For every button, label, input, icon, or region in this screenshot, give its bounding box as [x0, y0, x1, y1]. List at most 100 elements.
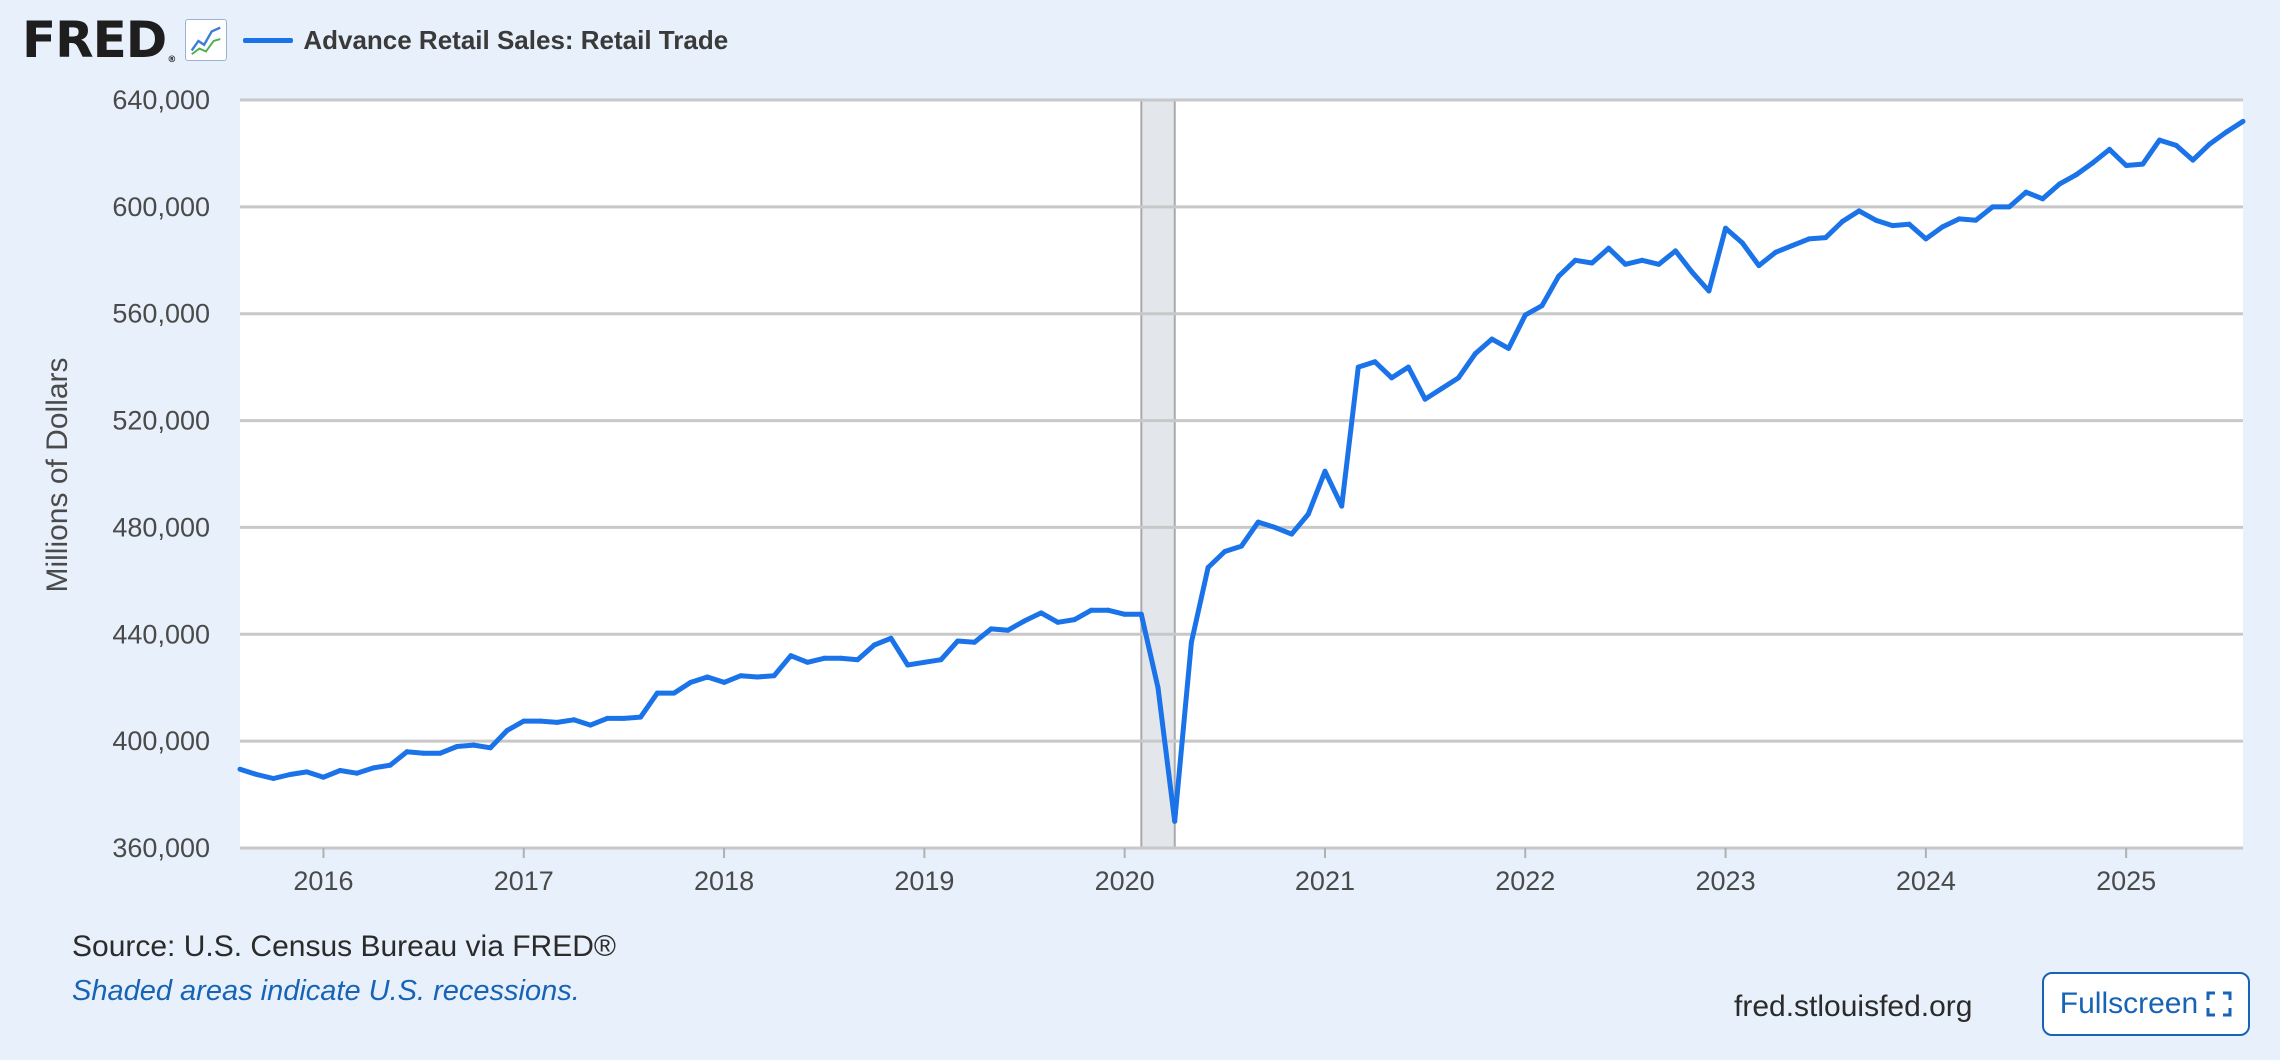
data-point — [1940, 224, 1945, 230]
series-title: Advance Retail Sales: Retail Trade — [303, 24, 729, 55]
x-tick-label: 2025 — [2096, 866, 2156, 896]
data-point — [1072, 617, 1078, 623]
data-point — [2240, 118, 2246, 124]
data-point — [754, 674, 760, 680]
data-point — [1606, 245, 1612, 251]
data-point — [1556, 273, 1562, 279]
data-point — [538, 718, 543, 724]
data-point — [1122, 611, 1128, 617]
data-point — [404, 749, 410, 755]
data-point — [1372, 359, 1378, 365]
data-point — [2173, 142, 2179, 148]
data-point — [704, 674, 710, 680]
data-point — [1355, 364, 1361, 370]
expand-icon — [2206, 991, 2232, 1017]
x-tick-label: 2017 — [494, 866, 554, 896]
data-point — [2073, 172, 2079, 178]
data-point — [1172, 818, 1178, 824]
data-point — [254, 772, 260, 777]
y-axis-label: Millions of Dollars — [41, 357, 74, 592]
fullscreen-button[interactable]: Fullscreen — [2042, 972, 2250, 1036]
data-point — [1155, 685, 1161, 691]
data-point — [1539, 303, 1545, 309]
data-point — [2157, 137, 2162, 143]
data-point — [1656, 261, 1662, 267]
x-axis-ticks: 2016 2017 2018 2019 2020 2021 2022 2023 2024 2025 — [293, 848, 2156, 896]
data-point — [421, 750, 427, 756]
data-point — [771, 673, 777, 679]
data-point — [1572, 257, 1578, 263]
data-point — [1839, 219, 1845, 224]
data-point — [1673, 248, 1678, 254]
y-tick-label: 360,000 — [112, 833, 210, 863]
data-point — [571, 717, 577, 723]
data-point — [1472, 351, 1478, 357]
data-point — [788, 653, 794, 659]
data-point — [2056, 181, 2062, 187]
recession-note: Shaded areas indicate U.S. recessions. — [72, 975, 580, 1007]
data-point — [1906, 221, 1912, 227]
data-point — [821, 655, 827, 661]
fred-logo[interactable]: FRED® — [22, 15, 176, 65]
data-point — [321, 774, 326, 780]
data-point — [304, 769, 310, 775]
data-point — [1689, 269, 1695, 275]
data-point — [471, 742, 477, 748]
y-axis-ticks: 360,000 400,000 440,000 480,000 520,000 560,0… — [112, 85, 210, 863]
data-point — [1289, 531, 1295, 537]
data-point — [1506, 345, 1512, 351]
data-point — [1973, 217, 1979, 223]
data-point — [1272, 524, 1278, 530]
data-point — [955, 638, 961, 644]
data-point — [988, 626, 994, 632]
data-point — [1022, 618, 1027, 624]
data-point — [437, 750, 443, 756]
y-tick-label: 560,000 — [112, 299, 210, 329]
data-point — [1489, 336, 1495, 342]
data-point — [1138, 611, 1144, 617]
data-point — [1773, 249, 1779, 255]
data-point — [2090, 160, 2096, 166]
y-tick-label: 440,000 — [112, 619, 210, 649]
recession-layer — [1140, 100, 1176, 848]
data-point — [1890, 223, 1895, 229]
data-point — [371, 765, 376, 771]
data-point — [1005, 627, 1011, 633]
data-point — [621, 715, 627, 721]
data-point — [838, 655, 844, 661]
data-point — [521, 718, 527, 724]
data-point — [1789, 243, 1795, 249]
data-point — [971, 639, 977, 645]
y-tick-label: 600,000 — [112, 192, 210, 222]
x-tick-label: 2020 — [1095, 866, 1155, 896]
data-point — [1522, 312, 1528, 318]
data-point — [1038, 610, 1044, 616]
grid-layer — [240, 98, 2243, 850]
data-point — [504, 728, 510, 733]
data-point — [1589, 260, 1595, 266]
data-point — [588, 722, 593, 728]
data-point — [2123, 163, 2129, 168]
data-point — [1405, 364, 1411, 370]
data-point — [604, 715, 610, 721]
fred-logo-text: FRED — [22, 11, 167, 69]
data-point — [671, 690, 677, 696]
x-tick-label: 2024 — [1896, 866, 1956, 896]
y-tick-label: 640,000 — [112, 85, 210, 115]
data-point — [354, 770, 360, 776]
data-point — [688, 679, 694, 685]
data-point — [805, 659, 810, 665]
data-point — [387, 762, 393, 768]
data-point — [1456, 375, 1461, 381]
data-point — [1389, 375, 1395, 381]
data-point — [487, 745, 493, 751]
data-point — [1255, 519, 1261, 525]
data-point — [654, 690, 660, 696]
data-point — [2006, 204, 2012, 210]
data-point — [1706, 288, 1712, 294]
data-point — [2107, 146, 2112, 152]
data-point — [1622, 261, 1628, 267]
site-link[interactable]: fred.stlouisfed.org — [1734, 990, 1973, 1023]
data-point — [905, 662, 911, 668]
plot-area — [240, 100, 2243, 848]
